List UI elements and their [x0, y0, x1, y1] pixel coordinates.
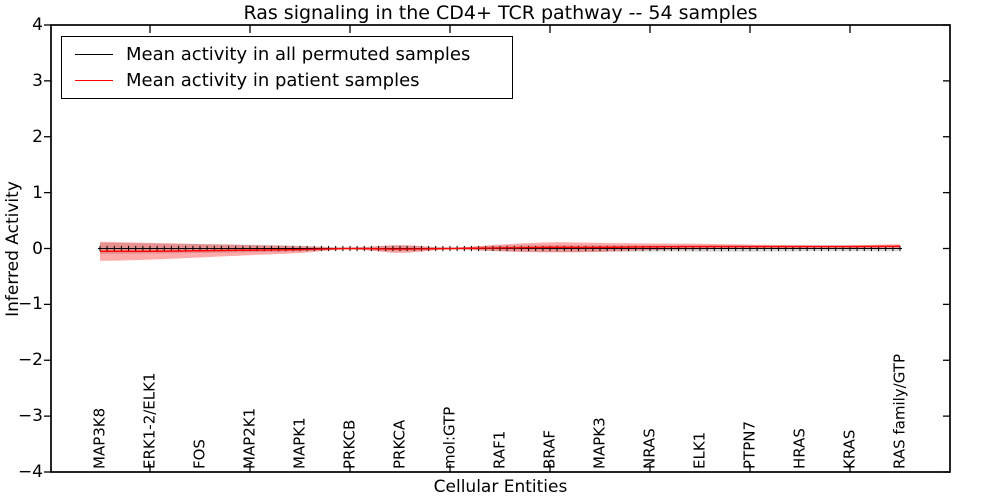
x-entity-label: PRKCA [391, 419, 409, 469]
x-entity-label: MAPK3 [591, 417, 609, 469]
x-entity-label: RAF1 [491, 431, 509, 469]
x-entity-label: ERK1-2/ELK1 [141, 372, 159, 469]
x-entity-label: FOS [191, 439, 209, 469]
legend-box: Mean activity in all permuted samples Me… [61, 36, 513, 99]
x-entity-label: NRAS [641, 428, 659, 469]
x-entity-label: MAP2K1 [241, 408, 259, 469]
legend-label: Mean activity in all permuted samples [126, 43, 471, 65]
patient-mean-line [99, 245, 901, 253]
x-entity-label: MAPK1 [291, 417, 309, 469]
permuted-line-sample [75, 53, 113, 55]
y-tick-label: 2 [32, 126, 43, 147]
y-tick-label: 1 [32, 182, 43, 203]
y-tick-label: −1 [17, 294, 43, 315]
x-axis-label: Cellular Entities [433, 477, 568, 497]
y-tick-label: −4 [17, 462, 43, 482]
y-tick-label: −2 [17, 350, 43, 371]
legend-label: Mean activity in patient samples [126, 70, 420, 92]
x-entity-label: HRAS [791, 428, 809, 469]
patient-line-sample [75, 80, 113, 82]
x-entity-label: PTPN7 [741, 421, 759, 469]
x-entity-label: RAS family/GTP [891, 354, 909, 469]
x-entity-label: MAP3K8 [91, 408, 109, 469]
chart-title: Ras signaling in the CD4+ TCR pathway --… [243, 2, 758, 24]
x-entity-label: ELK1 [691, 432, 709, 469]
x-entity-label: KRAS [841, 430, 859, 469]
x-entity-label: PRKCB [341, 420, 359, 469]
x-entity-label: mol:GTP [441, 407, 459, 469]
y-tick-label: 3 [32, 70, 43, 91]
y-tick-label: 4 [32, 15, 43, 35]
x-entity-label: BRAF [541, 430, 559, 469]
y-tick-label: 0 [32, 238, 43, 259]
y-tick-label: −3 [17, 406, 43, 427]
legend-entry-permuted: Mean activity in all permuted samples [75, 44, 512, 65]
legend-entry-patient: Mean activity in patient samples [75, 70, 512, 91]
